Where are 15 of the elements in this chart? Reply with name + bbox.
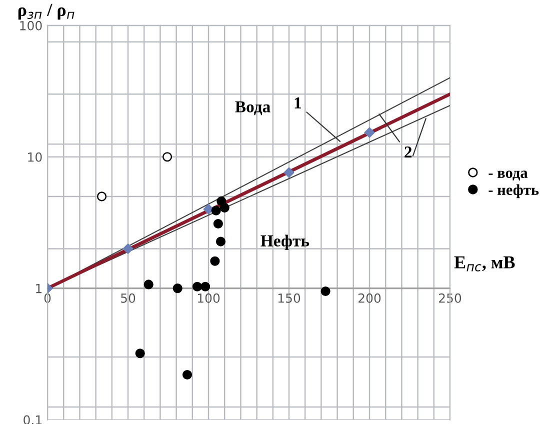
x-tick-label: 50 [121, 293, 136, 303]
y-tick-label: 1 [36, 284, 42, 294]
y-axis-title: ρ$_{зп}$ / ρ$_{п}$ [18, 4, 74, 20]
annotation: Нефть [260, 234, 310, 250]
x-tick-label: 150 [278, 293, 300, 303]
annotation: Вода [235, 101, 270, 116]
legend-label: - вода [488, 170, 528, 180]
annotation: 2 [404, 146, 412, 158]
x-axis-title: E$_{пс}$, мВ [454, 256, 515, 272]
y-tick-label: 100 [20, 20, 42, 30]
x-tick-label: 100 [198, 293, 220, 303]
y-tick-label: 10 [28, 152, 42, 162]
annotation: 1 [294, 97, 301, 108]
legend-label: - нефть [488, 184, 539, 198]
x-tick-label: 200 [358, 293, 381, 303]
